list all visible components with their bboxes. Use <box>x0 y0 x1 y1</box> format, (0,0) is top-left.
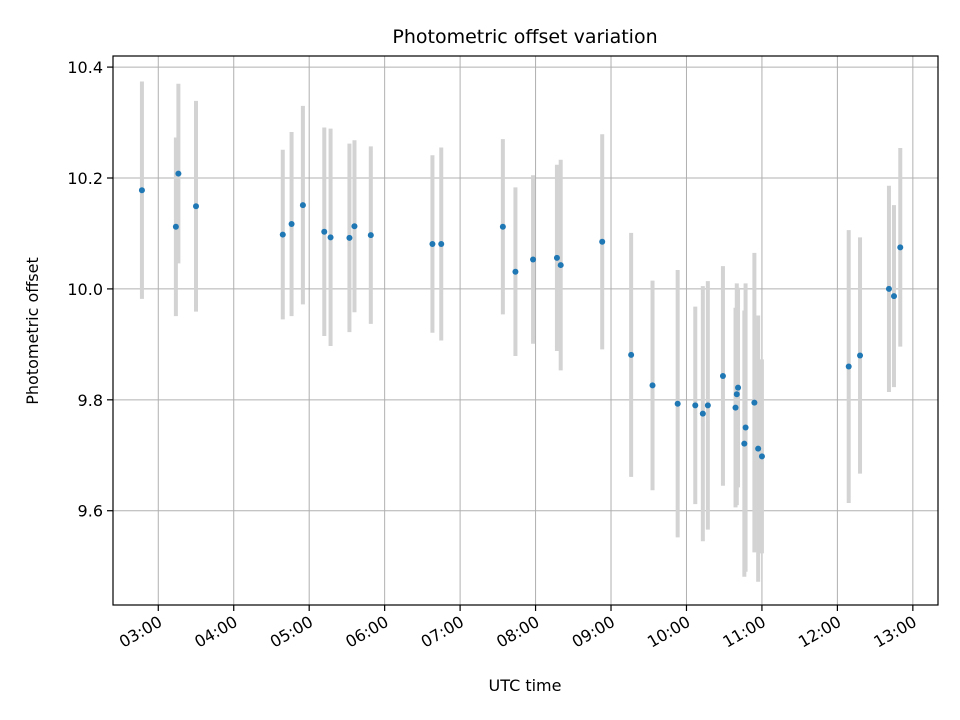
data-point <box>755 445 762 452</box>
y-tick-label: 9.6 <box>78 502 103 521</box>
data-point <box>327 234 334 241</box>
y-tick-label: 10.0 <box>67 280 103 299</box>
data-point <box>138 187 145 194</box>
data-point <box>346 234 353 241</box>
data-point <box>438 240 445 247</box>
y-tick-label: 9.8 <box>78 391 103 410</box>
plot-area-frame <box>112 55 939 606</box>
data-point <box>890 293 897 300</box>
x-axis-label: UTC time <box>489 676 562 695</box>
data-point <box>758 453 765 460</box>
data-point <box>733 391 740 398</box>
data-point <box>751 399 758 406</box>
data-point <box>741 440 748 447</box>
chart-title: Photometric offset variation <box>392 26 657 48</box>
data-point <box>499 223 506 230</box>
data-point <box>530 256 537 263</box>
data-point <box>699 410 706 417</box>
y-tick-label: 10.2 <box>67 169 103 188</box>
data-point <box>742 424 749 431</box>
y-axis: 9.6 9.8 10.0 10.2 10.4 <box>67 58 113 521</box>
data-point <box>628 351 635 358</box>
data-point <box>732 404 739 411</box>
data-point <box>299 202 306 209</box>
data-point <box>321 228 328 235</box>
data-point <box>367 232 374 239</box>
data-point <box>719 372 726 379</box>
data-point <box>193 203 200 210</box>
data-point <box>897 244 904 251</box>
data-point <box>429 240 436 247</box>
data-point <box>288 221 295 228</box>
data-point <box>845 363 852 370</box>
data-point <box>735 384 742 391</box>
data-point <box>557 262 564 269</box>
data-point <box>674 400 681 407</box>
y-tick-label: 10.4 <box>67 58 103 77</box>
data-point <box>857 352 864 359</box>
data-point <box>599 238 606 245</box>
data-point <box>704 402 711 409</box>
data-point <box>692 402 699 409</box>
data-point <box>172 223 179 230</box>
data-points <box>138 170 904 460</box>
y-axis-label: Photometric offset <box>23 257 42 405</box>
data-point <box>279 231 286 238</box>
data-point <box>351 223 358 230</box>
data-point <box>175 170 182 177</box>
data-point <box>649 382 656 389</box>
data-point <box>553 254 560 261</box>
data-point <box>885 285 892 292</box>
data-point <box>512 268 519 275</box>
